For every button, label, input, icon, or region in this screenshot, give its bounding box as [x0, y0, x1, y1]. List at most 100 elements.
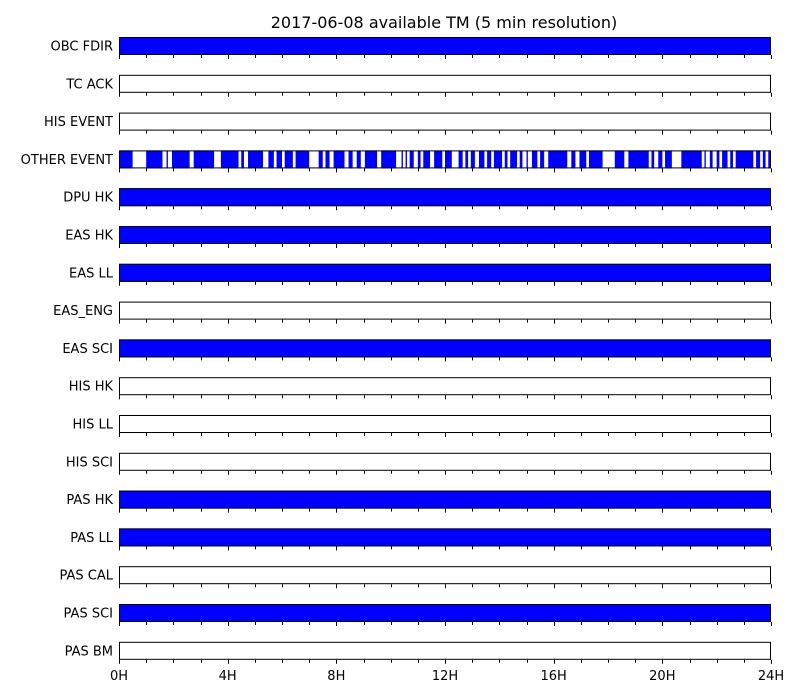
row-frame — [119, 490, 771, 509]
available-segment — [119, 339, 771, 358]
available-segment — [658, 150, 663, 169]
available-segment — [220, 150, 239, 169]
available-segment — [709, 150, 713, 169]
row-label: HIS LL — [73, 418, 114, 433]
row-frame — [119, 112, 771, 131]
available-segment — [284, 150, 293, 169]
available-segment — [401, 150, 403, 169]
row-background — [119, 641, 771, 660]
available-segment — [716, 150, 720, 169]
available-segment — [166, 150, 168, 169]
available-segment — [762, 150, 766, 169]
timeline-rows: OBC FDIR TC ACK HIS EVENT OTHER EVENT DPU HK… — [21, 37, 772, 664]
row-frame — [119, 226, 771, 244]
available-segment — [465, 150, 469, 169]
row-tc-ack: TC ACK — [65, 74, 772, 97]
row-label: OTHER EVENT — [21, 153, 113, 168]
row-eas-eng: EAS_ENG — [53, 301, 772, 324]
available-segment — [119, 150, 133, 169]
available-segment — [735, 150, 754, 169]
chart-title: 2017-06-08 available TM (5 min resolutio… — [271, 13, 617, 32]
row-frame — [119, 37, 771, 55]
available-segment — [171, 150, 190, 169]
available-segment — [276, 150, 282, 169]
row-background — [119, 415, 771, 433]
row-label: HIS SCI — [66, 455, 113, 470]
x-tick-label: 4H — [219, 669, 237, 684]
x-tick-label: 8H — [327, 669, 345, 684]
row-label: OBC FDIR — [51, 40, 114, 55]
available-segment — [579, 150, 587, 169]
row-other-event: OTHER EVENT — [21, 150, 772, 173]
available-segment — [318, 150, 323, 169]
available-segment — [325, 150, 330, 169]
row-frame — [119, 528, 771, 547]
row-label: DPU HK — [63, 191, 113, 206]
row-pas-cal: PAS CAL — [60, 566, 772, 589]
row-label: EAS HK — [65, 229, 113, 244]
x-axis: 0H 4H 8H 12H 16H 20H 24H — [110, 669, 784, 684]
available-segment — [681, 150, 702, 169]
available-segment — [504, 150, 508, 169]
row-frame — [119, 415, 771, 433]
available-segment — [519, 150, 523, 169]
row-frame — [119, 566, 771, 585]
row-frame — [119, 188, 771, 207]
available-segment — [409, 150, 414, 169]
available-segment — [423, 150, 431, 169]
available-segment — [119, 528, 771, 547]
row-pas-hk: PAS HK — [66, 490, 772, 513]
available-segment — [434, 150, 443, 169]
available-segment — [651, 150, 655, 169]
row-frame — [119, 74, 771, 93]
row-background — [119, 301, 771, 320]
available-segment — [531, 150, 538, 169]
available-segment — [381, 150, 397, 169]
available-segment — [248, 150, 263, 169]
row-obc-fdir: OBC FDIR — [51, 37, 772, 59]
available-segment — [458, 150, 463, 169]
available-segment — [445, 150, 452, 169]
row-label: TC ACK — [65, 77, 113, 92]
row-label: PAS HK — [66, 493, 113, 508]
available-segment — [588, 150, 603, 169]
available-segment — [364, 150, 378, 169]
available-segment — [548, 150, 568, 169]
row-label: PAS LL — [70, 531, 114, 546]
row-label: PAS CAL — [60, 569, 114, 584]
row-background — [119, 452, 771, 471]
row-background — [119, 377, 771, 396]
available-segment — [119, 188, 771, 207]
available-segment — [526, 150, 528, 169]
available-segment — [405, 150, 407, 169]
available-segment — [348, 150, 353, 169]
available-segment — [478, 150, 485, 169]
row-label: EAS SCI — [62, 342, 113, 357]
available-segment — [119, 226, 771, 244]
row-his-ll: HIS LL — [73, 415, 772, 437]
available-segment — [540, 150, 545, 169]
row-dpu-hk: DPU HK — [63, 188, 772, 211]
available-segment — [665, 150, 672, 169]
available-segment — [704, 150, 706, 169]
row-label: HIS HK — [69, 380, 114, 395]
row-background — [119, 566, 771, 585]
row-frame — [119, 263, 771, 282]
row-pas-bm: PAS BM — [65, 641, 772, 664]
available-segment — [119, 604, 771, 622]
row-frame — [119, 641, 771, 660]
row-background — [119, 112, 771, 131]
available-segment — [470, 150, 475, 169]
row-label: HIS EVENT — [44, 115, 113, 130]
available-segment — [487, 150, 492, 169]
row-his-hk: HIS HK — [69, 377, 772, 400]
row-label: PAS SCI — [64, 607, 113, 622]
available-segment — [493, 150, 503, 169]
row-label: PAS BM — [65, 644, 113, 659]
row-his-event: HIS EVENT — [44, 112, 772, 135]
available-segment — [268, 150, 274, 169]
row-eas-hk: EAS HK — [65, 226, 772, 248]
x-tick-label: 0H — [110, 669, 128, 684]
available-segment — [571, 150, 576, 169]
